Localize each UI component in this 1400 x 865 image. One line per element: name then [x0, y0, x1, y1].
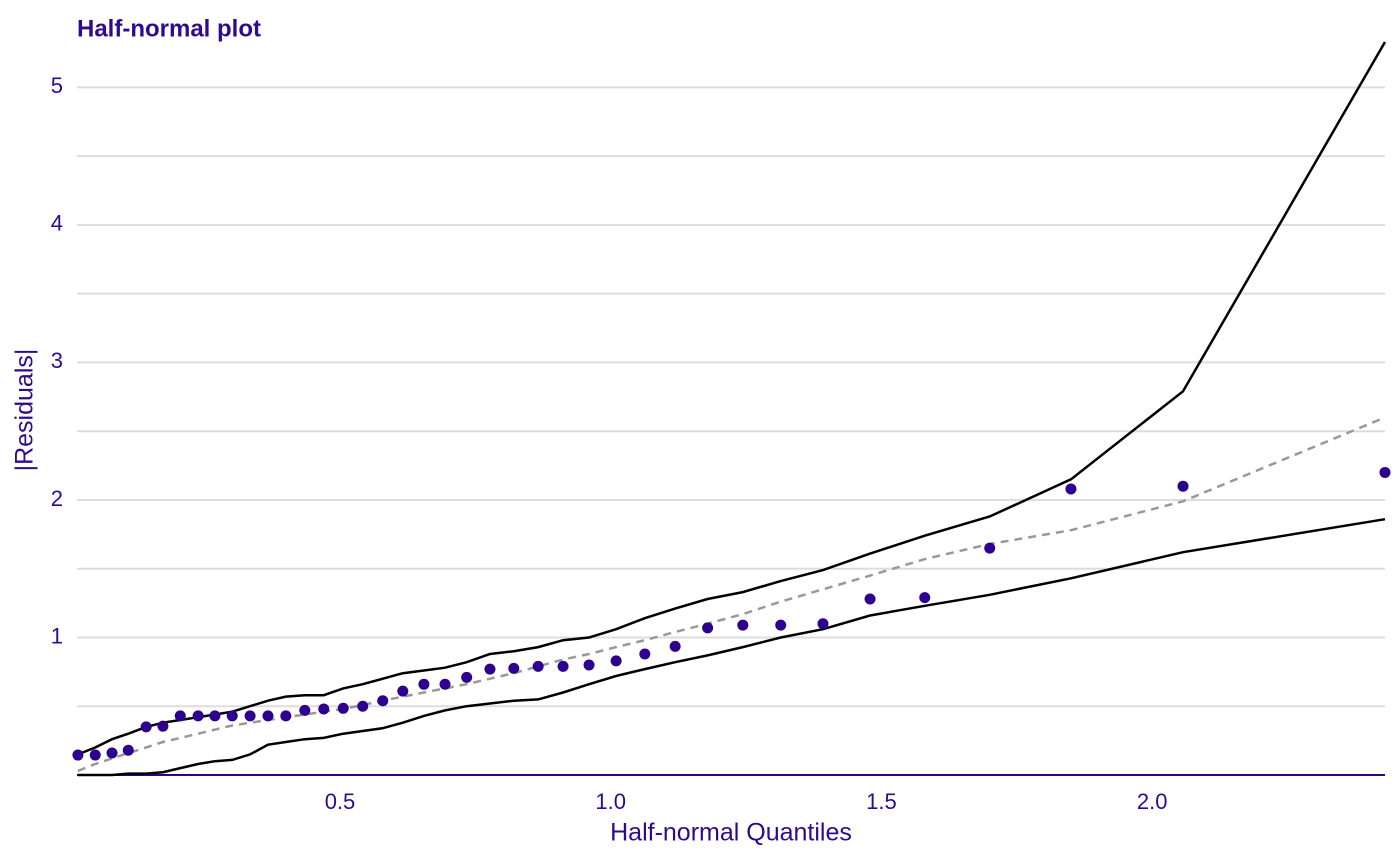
data-point	[1379, 466, 1391, 478]
median-line	[77, 416, 1386, 773]
x-tick-label: 1.0	[595, 789, 626, 814]
data-point	[919, 592, 931, 604]
data-point	[461, 671, 473, 683]
data-point	[984, 542, 996, 554]
x-tick-label: 2.0	[1137, 789, 1168, 814]
data-point	[244, 710, 256, 722]
x-tick-label: 0.5	[325, 789, 356, 814]
data-point	[299, 704, 311, 716]
data-point	[357, 700, 369, 712]
data-point	[106, 747, 118, 759]
data-point	[140, 721, 152, 733]
data-point	[484, 663, 496, 675]
data-point	[817, 618, 829, 630]
data-point	[864, 593, 876, 605]
data-point	[209, 710, 221, 722]
data-point	[439, 678, 451, 690]
data-point	[192, 710, 204, 722]
data-point	[262, 710, 274, 722]
data-point	[610, 655, 622, 667]
data-point	[280, 710, 292, 722]
data-point	[418, 678, 430, 690]
y-tick-label: 2	[51, 486, 63, 511]
y-tick-label: 1	[51, 623, 63, 648]
y-tick-label: 3	[51, 348, 63, 373]
data-point	[532, 660, 544, 672]
data-point	[639, 648, 651, 660]
envelope-line	[77, 517, 1386, 777]
data-point	[72, 749, 84, 761]
envelope-line	[77, 41, 1387, 756]
data-point	[397, 685, 409, 697]
data-point	[337, 702, 349, 714]
data-point	[508, 662, 520, 674]
data-point	[174, 710, 186, 722]
data-point	[583, 659, 595, 671]
data-point	[157, 720, 169, 732]
data-point	[702, 622, 714, 634]
data-point	[557, 660, 569, 672]
data-point	[1177, 480, 1189, 492]
data-point	[89, 749, 101, 761]
data-point	[1065, 483, 1077, 495]
data-point	[377, 695, 389, 707]
y-tick-label: 5	[51, 73, 63, 98]
data-point	[318, 703, 330, 715]
data-point	[775, 619, 787, 631]
data-point	[226, 710, 238, 722]
chart-title: Half-normal plot	[77, 15, 261, 42]
data-point	[122, 744, 134, 756]
y-axis-title: |Residuals|	[11, 349, 39, 472]
x-tick-label: 1.5	[866, 789, 897, 814]
data-point	[669, 640, 681, 652]
data-point	[737, 619, 749, 631]
x-axis-title: Half-normal Quantiles	[610, 819, 852, 847]
y-tick-label: 4	[51, 211, 63, 236]
